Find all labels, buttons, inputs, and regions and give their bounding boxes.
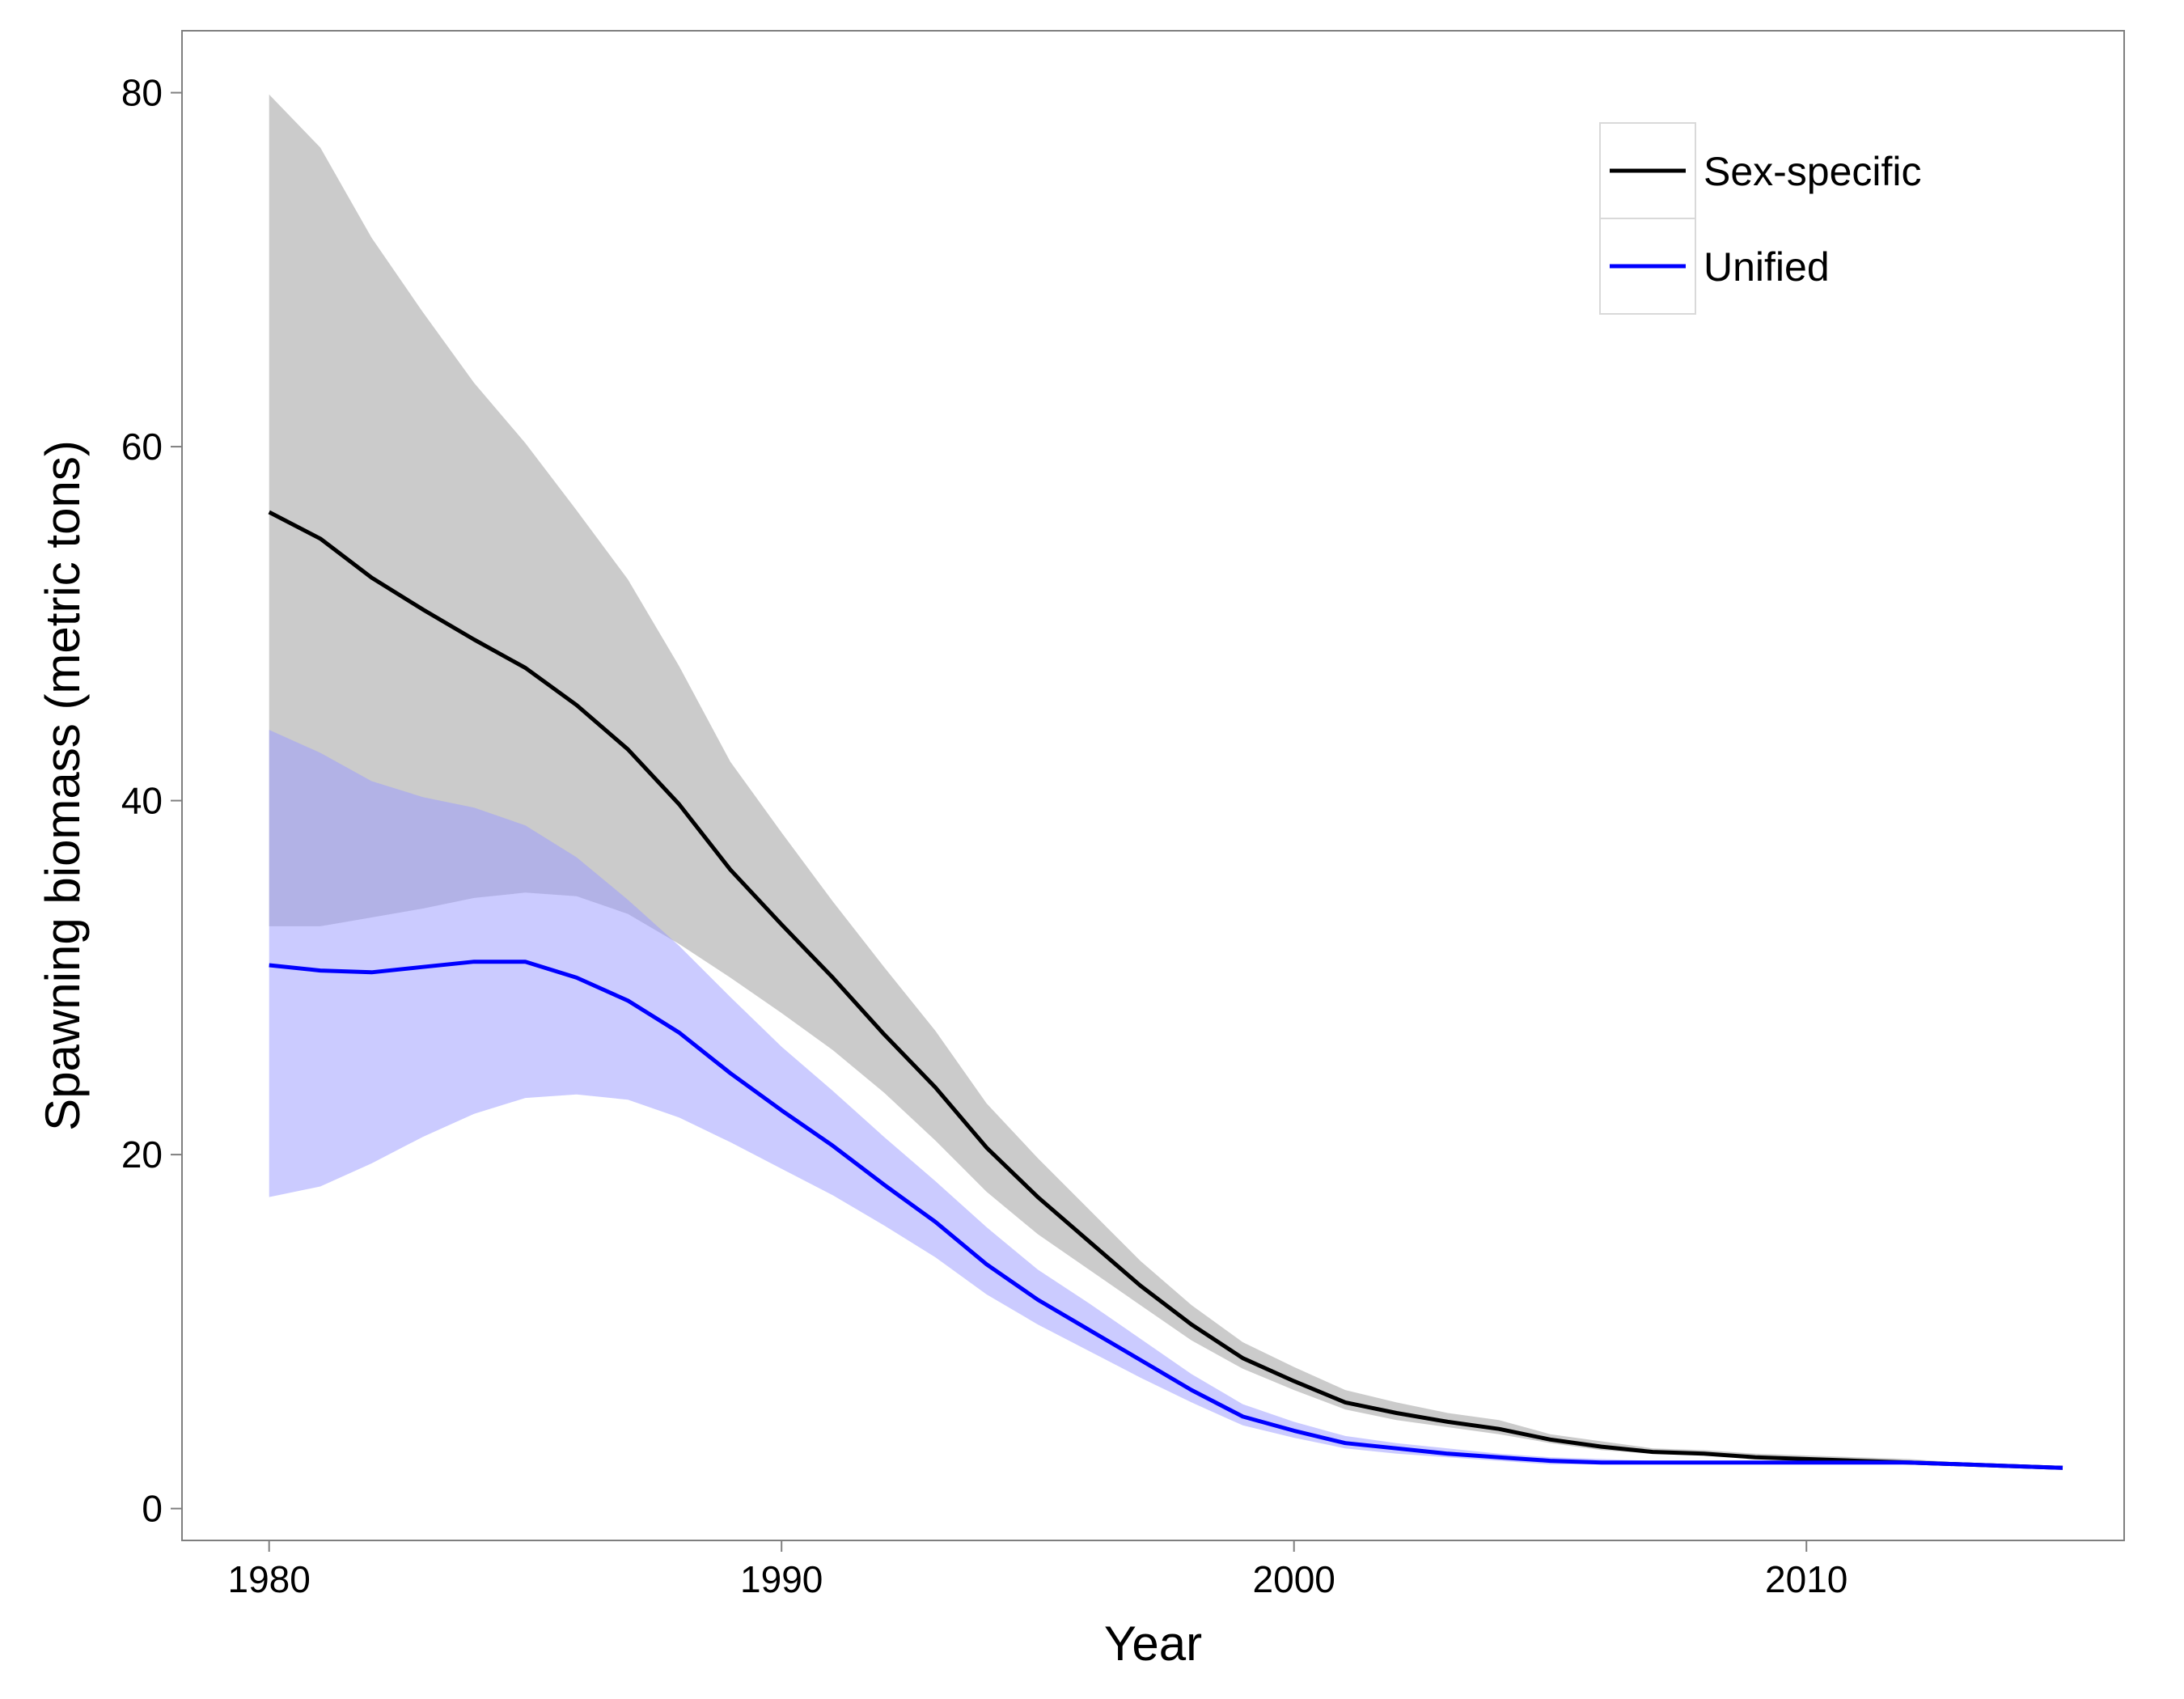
confidence-band-sex-specific — [269, 94, 2063, 1468]
x-axis-title: Year — [1104, 1616, 1202, 1671]
confidence-bands — [269, 94, 2063, 1470]
series-line-sex-specific — [268, 510, 2063, 1470]
y-tick-label: 60 — [121, 426, 163, 468]
y-tick-label: 40 — [121, 780, 163, 822]
confidence-band-unified — [269, 730, 2063, 1470]
y-tick-label: 20 — [121, 1133, 163, 1176]
x-axis: 1980 1990 2000 2010 — [228, 1540, 1848, 1600]
x-tick-label: 1990 — [740, 1558, 823, 1600]
y-axis-title: Spawning biomass (metric tons) — [36, 440, 90, 1131]
series-lines — [268, 510, 2063, 1470]
y-axis: 0 20 40 60 80 — [121, 72, 182, 1530]
legend-label-sex-specific: Sex-specific — [1704, 149, 1922, 194]
legend-label-unified: Unified — [1704, 244, 1830, 290]
plot-panel-border — [181, 30, 2125, 1541]
legend: Sex-specific Unified — [1599, 122, 1922, 315]
x-tick-label: 2010 — [1765, 1558, 1848, 1600]
y-tick-label: 80 — [121, 72, 163, 114]
x-tick-label: 1980 — [228, 1558, 311, 1600]
y-tick-label: 0 — [142, 1488, 163, 1530]
x-tick-label: 2000 — [1253, 1558, 1335, 1600]
series-line-unified — [269, 960, 2063, 1470]
